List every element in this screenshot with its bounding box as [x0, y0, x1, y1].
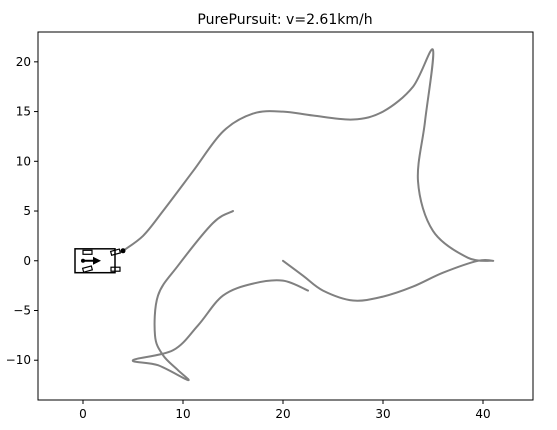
chart-title: PurePursuit: v=2.61km/h	[197, 12, 372, 28]
heading-arrow-head	[93, 256, 101, 265]
vehicle-wheel	[110, 266, 121, 272]
vehicle-wheel	[82, 249, 93, 255]
path-series-1	[122, 48, 495, 302]
vehicle-body	[74, 248, 116, 274]
y-tick-label: −5	[13, 303, 31, 317]
target-point	[120, 248, 126, 254]
x-tick-label: 40	[475, 407, 490, 421]
y-tick-label: 5	[23, 204, 31, 218]
vehicle	[74, 248, 126, 274]
y-tick-label: −10	[6, 353, 31, 367]
x-tick-label: 0	[79, 407, 87, 421]
x-tick-label: 20	[275, 407, 290, 421]
axes-frame	[37, 31, 534, 401]
y-tick-label: 0	[23, 254, 31, 268]
path-series-2	[131, 210, 309, 382]
x-tick-label: 10	[175, 407, 190, 421]
y-tick-label: 15	[16, 105, 31, 119]
vehicle-wheel	[81, 265, 94, 273]
vehicle-wheel	[109, 248, 122, 257]
plot-area	[74, 48, 495, 382]
vehicle-rear-point	[81, 258, 85, 263]
y-tick-label: 20	[16, 55, 31, 69]
y-tick-label: 10	[16, 154, 31, 168]
x-tick-label: 30	[375, 407, 390, 421]
